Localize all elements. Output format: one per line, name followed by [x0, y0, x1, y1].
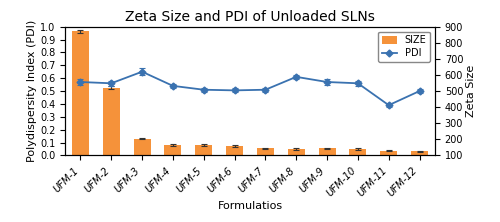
Legend: SIZE, PDI: SIZE, PDI	[378, 32, 430, 62]
PDI	[108, 82, 114, 85]
Bar	[164, 145, 182, 155]
PDI	[170, 85, 176, 87]
PDI	[262, 88, 268, 91]
Bar	[257, 148, 274, 155]
Bar	[72, 32, 89, 155]
X-axis label: Formulatios: Formulatios	[218, 201, 282, 211]
PDI	[416, 90, 422, 92]
Bar	[380, 151, 397, 155]
Bar	[134, 139, 150, 155]
Bar	[350, 149, 366, 155]
PDI	[386, 104, 392, 107]
PDI	[139, 70, 145, 73]
Y-axis label: Polydispersity Index (PDI): Polydispersity Index (PDI)	[27, 20, 37, 162]
Bar	[196, 145, 212, 155]
PDI	[324, 81, 330, 83]
Title: Zeta Size and PDI of Unloaded SLNs: Zeta Size and PDI of Unloaded SLNs	[125, 10, 375, 24]
PDI	[293, 75, 299, 78]
PDI	[232, 89, 237, 92]
PDI	[201, 88, 207, 91]
Y-axis label: Zeta Size: Zeta Size	[466, 65, 476, 117]
Bar	[288, 149, 304, 155]
Line: PDI: PDI	[78, 69, 422, 108]
PDI	[355, 82, 361, 85]
Bar	[318, 148, 336, 155]
Bar	[226, 146, 243, 155]
Bar	[103, 88, 120, 155]
Bar	[411, 151, 428, 155]
PDI	[78, 81, 84, 83]
